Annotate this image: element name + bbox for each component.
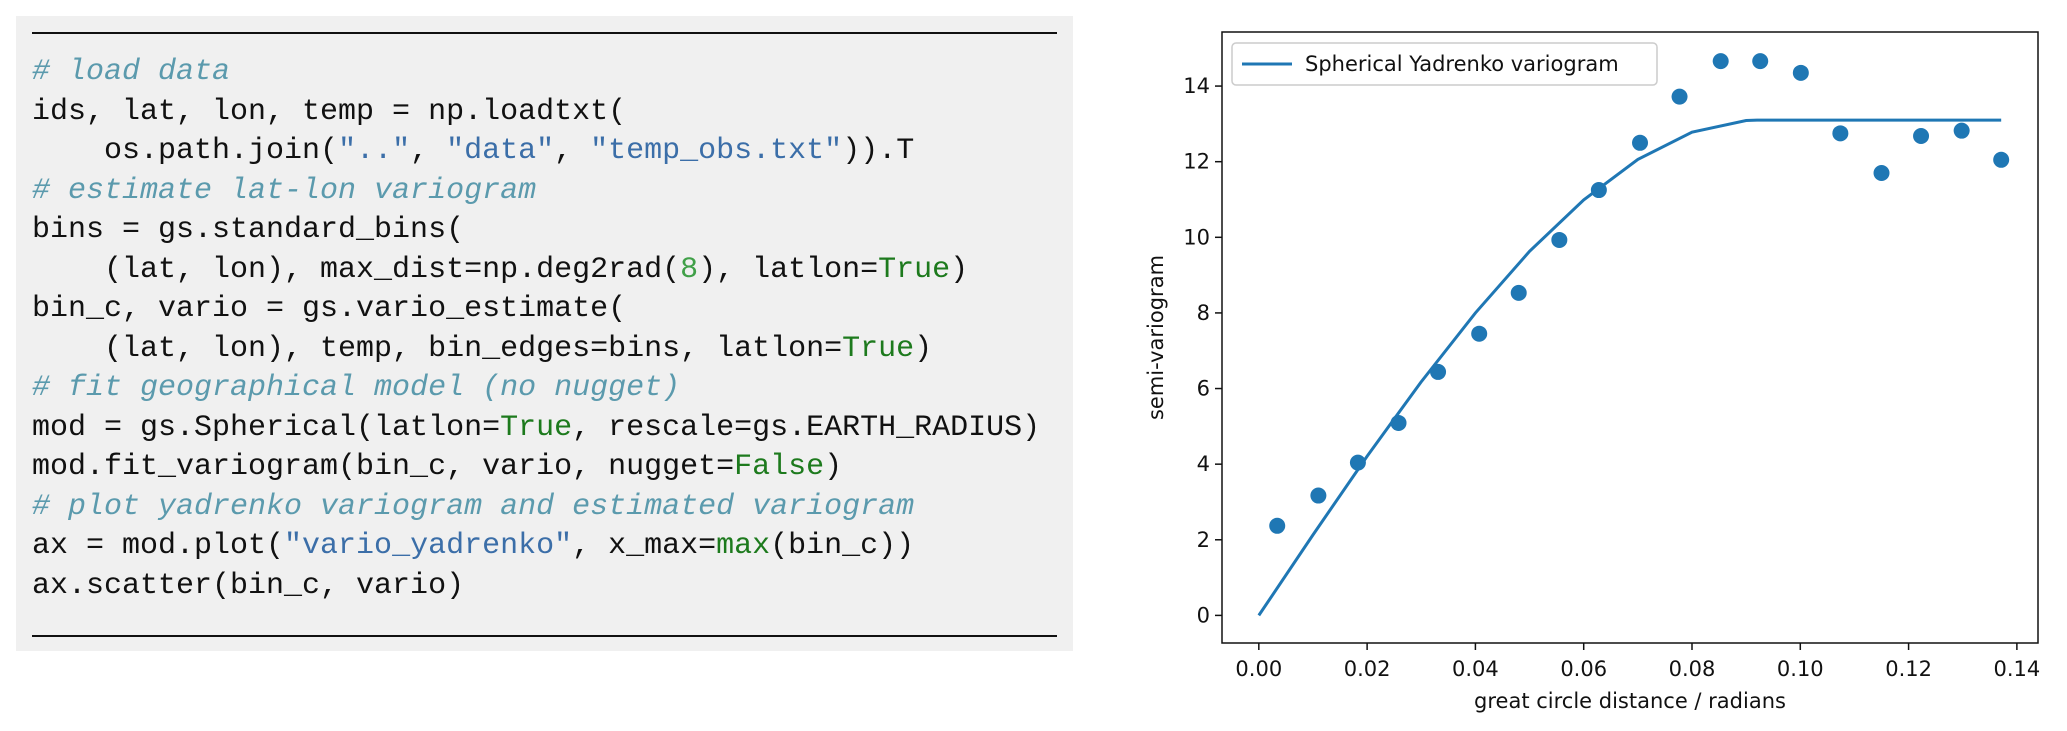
bottom-rule bbox=[32, 635, 1057, 637]
scatter-point bbox=[1752, 53, 1769, 70]
scatter-point bbox=[1430, 363, 1447, 380]
x-tick-label: 0.12 bbox=[1885, 657, 1932, 681]
code-token: ) bbox=[824, 450, 843, 484]
scatter-point bbox=[1390, 414, 1407, 431]
y-tick-label: 6 bbox=[1197, 377, 1210, 401]
x-tick-label: 0.10 bbox=[1777, 657, 1824, 681]
code-token: # plot yadrenko variogram and estimated … bbox=[32, 489, 915, 524]
x-tick-label: 0.04 bbox=[1452, 657, 1499, 681]
code-line: # load data bbox=[32, 54, 230, 90]
code-token: )).T bbox=[842, 134, 915, 168]
x-tick-label: 0.14 bbox=[1993, 657, 2040, 681]
axes-frame bbox=[1221, 31, 2039, 644]
code-token: "vario_yadrenko" bbox=[284, 529, 573, 563]
code-token: ax.scatter(bin_c, vario) bbox=[32, 568, 465, 603]
code-token: , bbox=[410, 134, 447, 168]
scatter-point bbox=[1471, 325, 1488, 342]
code-token: # load data bbox=[32, 55, 231, 89]
y-tick-label: 8 bbox=[1197, 301, 1210, 325]
y-axis-label: semi-variogram bbox=[1144, 255, 1168, 420]
legend-label: Spherical Yadrenko variogram bbox=[1305, 52, 1619, 76]
code-token: ) bbox=[914, 331, 933, 366]
code-token: ax = mod.plot( bbox=[32, 529, 285, 563]
code-line: # fit geographical model (no nugget) bbox=[32, 370, 680, 406]
scatter-point bbox=[1590, 182, 1607, 199]
y-tick-label: 14 bbox=[1183, 74, 1210, 98]
x-axis-label: great circle distance / radians bbox=[1474, 689, 1786, 713]
top-rule bbox=[32, 32, 1057, 34]
code-token: max bbox=[716, 529, 771, 563]
scatter-point bbox=[1349, 454, 1366, 471]
code-token: ), latlon= bbox=[698, 252, 879, 287]
code-line: os.path.join("..", "data", "temp_obs.txt… bbox=[32, 133, 914, 169]
x-tick-label: 0.00 bbox=[1235, 657, 1282, 681]
scatter-point bbox=[1632, 134, 1649, 151]
code-token: ) bbox=[950, 252, 969, 287]
code-token: False bbox=[734, 450, 825, 484]
scatter-point bbox=[1832, 125, 1849, 142]
code-block bbox=[16, 16, 1073, 651]
code-token: True bbox=[500, 410, 573, 445]
scatter-point bbox=[1953, 122, 1970, 139]
scatter-point bbox=[1712, 53, 1729, 70]
code-token: # estimate lat-lon variogram bbox=[32, 173, 537, 208]
x-tick-label: 0.02 bbox=[1344, 657, 1391, 681]
scatter-point bbox=[1510, 284, 1527, 301]
legend-box bbox=[1231, 42, 1658, 86]
code-line: mod = gs.Spherical(latlon=True, rescale=… bbox=[32, 410, 1040, 446]
code-token: , x_max= bbox=[572, 529, 717, 563]
code-token: mod = gs.Spherical(latlon= bbox=[32, 410, 501, 445]
code-token: (lat, lon), max_dist=np.deg2rad( bbox=[32, 252, 681, 287]
code-token: # fit geographical model (no nugget) bbox=[32, 371, 681, 405]
code-token: os.path.join( bbox=[32, 134, 339, 168]
code-token: ids, lat, lon, temp = np.loadtxt( bbox=[32, 94, 627, 129]
y-tick-label: 4 bbox=[1197, 452, 1210, 476]
scatter-point bbox=[1551, 231, 1568, 248]
code-token: , rescale=gs.EARTH_RADIUS) bbox=[572, 410, 1041, 445]
code-line: bin_c, vario = gs.vario_estimate( bbox=[32, 291, 626, 327]
code-line: ax.scatter(bin_c, vario) bbox=[32, 568, 464, 604]
scatter-point bbox=[1993, 151, 2010, 168]
code-line: ax = mod.plot("vario_yadrenko", x_max=ma… bbox=[32, 528, 914, 564]
y-tick-label: 10 bbox=[1183, 225, 1210, 249]
y-tick-label: 2 bbox=[1197, 528, 1210, 552]
scatter-point bbox=[1671, 88, 1688, 105]
code-line: # estimate lat-lon variogram bbox=[32, 173, 536, 209]
code-line: bins = gs.standard_bins( bbox=[32, 212, 464, 248]
code-token: True bbox=[878, 252, 951, 287]
code-line: (lat, lon), max_dist=np.deg2rad(8), latl… bbox=[32, 252, 968, 288]
code-token: (bin_c)) bbox=[770, 529, 915, 563]
code-token: True bbox=[842, 331, 915, 366]
variogram-line bbox=[1257, 118, 2002, 617]
code-token: 8 bbox=[680, 252, 699, 287]
code-token: "temp_obs.txt" bbox=[590, 134, 843, 168]
scatter-point bbox=[1792, 64, 1809, 81]
scatter-point bbox=[1873, 165, 1890, 182]
code-token: "data" bbox=[446, 134, 555, 168]
code-token: bin_c, vario = gs.vario_estimate( bbox=[32, 292, 627, 326]
code-line: ids, lat, lon, temp = np.loadtxt( bbox=[32, 94, 626, 130]
code-token: bins = gs.standard_bins( bbox=[32, 213, 465, 247]
scatter-point bbox=[1310, 487, 1327, 504]
scatter-point bbox=[1269, 517, 1286, 534]
y-tick-label: 0 bbox=[1197, 603, 1210, 627]
code-token: , bbox=[554, 134, 591, 168]
code-line: mod.fit_variogram(bin_c, vario, nugget=F… bbox=[32, 449, 842, 485]
code-line: (lat, lon), temp, bin_edges=bins, latlon… bbox=[32, 331, 932, 367]
code-line: # plot yadrenko variogram and estimated … bbox=[32, 489, 914, 525]
y-tick-label: 12 bbox=[1183, 150, 1210, 174]
code-token: (lat, lon), temp, bin_edges=bins, latlon… bbox=[32, 331, 843, 366]
x-tick-label: 0.06 bbox=[1560, 657, 1607, 681]
code-token: ".." bbox=[338, 134, 411, 168]
scatter-point bbox=[1913, 127, 1930, 144]
x-tick-label: 0.08 bbox=[1669, 657, 1716, 681]
code-token: mod.fit_variogram(bin_c, vario, nugget= bbox=[32, 450, 735, 484]
